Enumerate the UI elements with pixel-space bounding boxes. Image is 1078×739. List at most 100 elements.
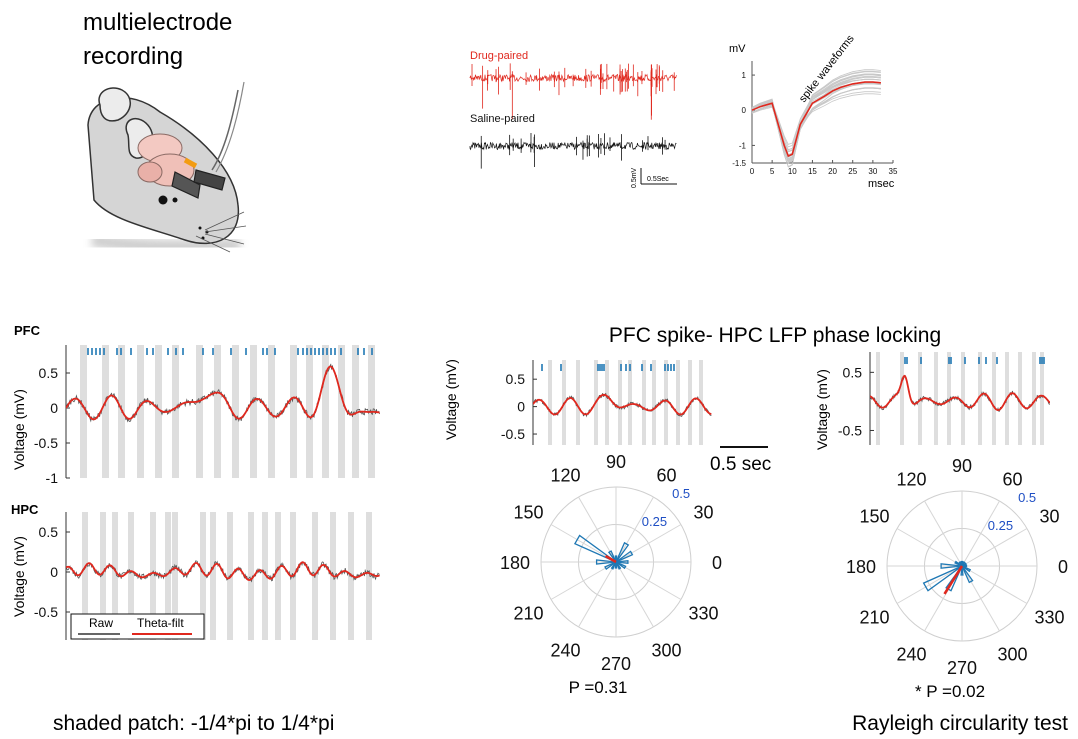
- y-tick-label: 0: [50, 564, 58, 580]
- phase-shaded-patch: [102, 345, 109, 478]
- waveform-plot: mV 10-1-1.50 5 10 15 20 25 30 35 spike waveform…: [729, 33, 898, 190]
- y-tick-label: -0.5: [34, 435, 58, 451]
- rose-petal: [615, 559, 629, 565]
- polar-angle-label: 30: [693, 503, 713, 523]
- waveform-ytick: 1: [742, 71, 747, 80]
- waveform-ytick: -1.5: [732, 159, 746, 168]
- rose-petal: [615, 541, 630, 563]
- trace-scale-bar: 0.5mV 0.5Sec: [631, 167, 677, 188]
- polar-angle-label: 240: [896, 644, 926, 664]
- footer-right: Rayleigh circularity test: [852, 712, 1068, 735]
- waveform-xlabel: msec: [868, 178, 895, 190]
- rose-petal: [961, 565, 974, 584]
- y-tick-label: 0.5: [843, 364, 863, 380]
- mean-vector: [943, 565, 964, 595]
- hpc-ylabel: Voltage (mV): [11, 536, 27, 617]
- y-tick-label: 0: [517, 399, 525, 415]
- rose-petal: [960, 560, 964, 567]
- phase-shaded-patch: [876, 352, 880, 445]
- mid-lfp-trace: 0.5 0 -0.5: [501, 360, 712, 445]
- phase-shaded-patch: [548, 360, 552, 445]
- waveform-sample-line: [751, 87, 881, 158]
- polar-angle-label: 60: [1002, 470, 1022, 490]
- polar-spoke: [578, 561, 617, 628]
- polar-spoke: [615, 496, 654, 563]
- polar-angle-label: 240: [550, 640, 580, 660]
- phase-shaded-patch: [1032, 352, 1036, 445]
- polar-radial-label: 0.25: [642, 514, 667, 529]
- polar-angle-label: 330: [688, 604, 718, 624]
- waveform-xtick: 25: [848, 167, 857, 176]
- phase-shaded-patch: [232, 345, 239, 478]
- trace-noise: [469, 141, 677, 151]
- theta-filtered-line: [533, 393, 712, 416]
- waveform-ylabel: mV: [729, 43, 746, 55]
- footer-left: shaded patch: -1/4*pi to 1/4*pi: [53, 712, 334, 735]
- phase-shaded-patch: [262, 512, 268, 640]
- drug-paired-trace: [469, 63, 677, 120]
- phase-shaded-patch: [605, 360, 609, 445]
- y-tick-label: 0.5: [39, 365, 59, 381]
- rose-petal: [960, 565, 964, 576]
- pfc-ylabel: Voltage (mV): [11, 389, 27, 470]
- phase-shaded-patch: [934, 352, 938, 445]
- phase-shaded-patch: [137, 345, 144, 478]
- polar-spoke: [961, 528, 1028, 567]
- phase-shaded-patch: [172, 345, 179, 478]
- phase-shaded-patch: [676, 360, 680, 445]
- time-scale-bar: 0.5 sec: [710, 446, 771, 475]
- phase-shaded-patch: [366, 512, 372, 640]
- polar-angle-label: 180: [500, 553, 530, 573]
- polar-spoke: [961, 500, 1000, 567]
- rose-petal: [610, 561, 617, 570]
- waveform-sample-line: [751, 82, 881, 168]
- phase-shaded-patch: [268, 345, 275, 478]
- polar-spoke: [550, 561, 617, 600]
- scale-time: 0.5Sec: [647, 176, 669, 183]
- pfc-label: PFC: [14, 323, 41, 338]
- mouse-illustration: [84, 81, 247, 254]
- y-tick-label: 0.5: [39, 524, 59, 540]
- pfc-lfp-plot: 0.5 0 -0.5 -1: [34, 345, 380, 486]
- polar-angle-label: 0: [712, 553, 722, 573]
- rose-petal: [615, 561, 622, 570]
- p-value-right: * P =0.02: [915, 682, 985, 701]
- polar-angle-label: 330: [1034, 608, 1064, 628]
- rose-petal: [940, 563, 963, 569]
- rose-petal: [961, 560, 966, 567]
- y-tick-label: -0.5: [34, 604, 58, 620]
- phase-shaded-patch: [576, 360, 580, 445]
- phase-shaded-patch: [155, 345, 162, 478]
- polar-spoke: [550, 524, 617, 563]
- phase-shaded-patch: [978, 352, 982, 445]
- rose-petal: [607, 550, 617, 563]
- phase-shaded-patch: [248, 512, 254, 640]
- rose-petal: [595, 559, 617, 565]
- phase-shaded-patch: [352, 345, 359, 478]
- phase-shaded-patch: [1040, 352, 1044, 445]
- phase-shaded-patch: [628, 360, 632, 445]
- phase-shaded-patch: [338, 345, 345, 478]
- waveform-xtick: 10: [788, 167, 797, 176]
- polar-spoke: [615, 561, 682, 600]
- polar-angle-label: 270: [947, 658, 977, 678]
- polar-angle-label: 150: [860, 507, 890, 527]
- polar-spoke: [615, 561, 654, 628]
- title-line1: multielectrode: [83, 9, 232, 36]
- rose-petal: [958, 560, 963, 567]
- phase-shaded-patch: [150, 512, 156, 640]
- mid-ylabel: Voltage (mV): [443, 359, 459, 440]
- phase-shaded-patch: [642, 360, 646, 445]
- waveform-xtick: 35: [889, 167, 898, 176]
- polar-radial-label: 0.5: [1018, 490, 1036, 505]
- rose-petal: [961, 564, 968, 568]
- phase-shaded-patch: [618, 360, 622, 445]
- waveform-xtick: 5: [770, 167, 775, 176]
- polar-angle-label: 210: [514, 604, 544, 624]
- scale-voltage: 0.5mV: [631, 167, 638, 188]
- right-ylabel: Voltage (mV): [814, 369, 830, 450]
- phase-shaded-patch: [322, 345, 329, 478]
- polar-angle-label: 0: [1058, 557, 1068, 577]
